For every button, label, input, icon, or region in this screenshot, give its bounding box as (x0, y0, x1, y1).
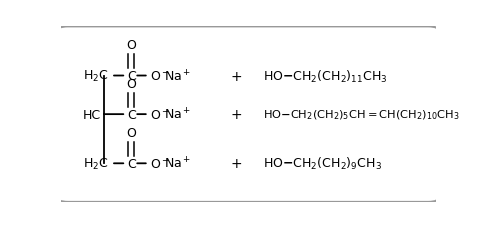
Text: H$_2$C: H$_2$C (83, 69, 108, 84)
Text: O: O (126, 39, 136, 52)
Text: +: + (231, 108, 242, 122)
Text: C: C (127, 108, 136, 121)
Text: O$^-$: O$^-$ (150, 157, 170, 170)
Text: O$^-$: O$^-$ (150, 108, 170, 121)
Text: O$^-$: O$^-$ (150, 70, 170, 83)
Text: H$_2$C: H$_2$C (83, 156, 108, 171)
Text: HC: HC (83, 108, 101, 121)
Text: +: + (231, 69, 242, 83)
FancyBboxPatch shape (57, 27, 439, 202)
Text: Na$^+$: Na$^+$ (164, 156, 191, 171)
Text: O: O (126, 126, 136, 139)
Text: C: C (127, 70, 136, 83)
Text: Na$^+$: Na$^+$ (164, 107, 191, 122)
Text: O: O (126, 77, 136, 90)
Text: HO$\mathbf{-}$CH$_2$(CH$_2$)$_9$CH$_3$: HO$\mathbf{-}$CH$_2$(CH$_2$)$_9$CH$_3$ (263, 155, 382, 172)
Text: Na$^+$: Na$^+$ (164, 69, 191, 84)
Text: HO$\mathbf{-}$CH$_2$(CH$_2$)$_5$CH$=$CH(CH$_2$)$_{10}$CH$_3$: HO$\mathbf{-}$CH$_2$(CH$_2$)$_5$CH$=$CH(… (263, 108, 460, 121)
Text: HO$\mathbf{-}$CH$_2$(CH$_2$)$_{11}$CH$_3$: HO$\mathbf{-}$CH$_2$(CH$_2$)$_{11}$CH$_3… (263, 68, 388, 84)
Text: +: + (231, 157, 242, 170)
Text: C: C (127, 157, 136, 170)
